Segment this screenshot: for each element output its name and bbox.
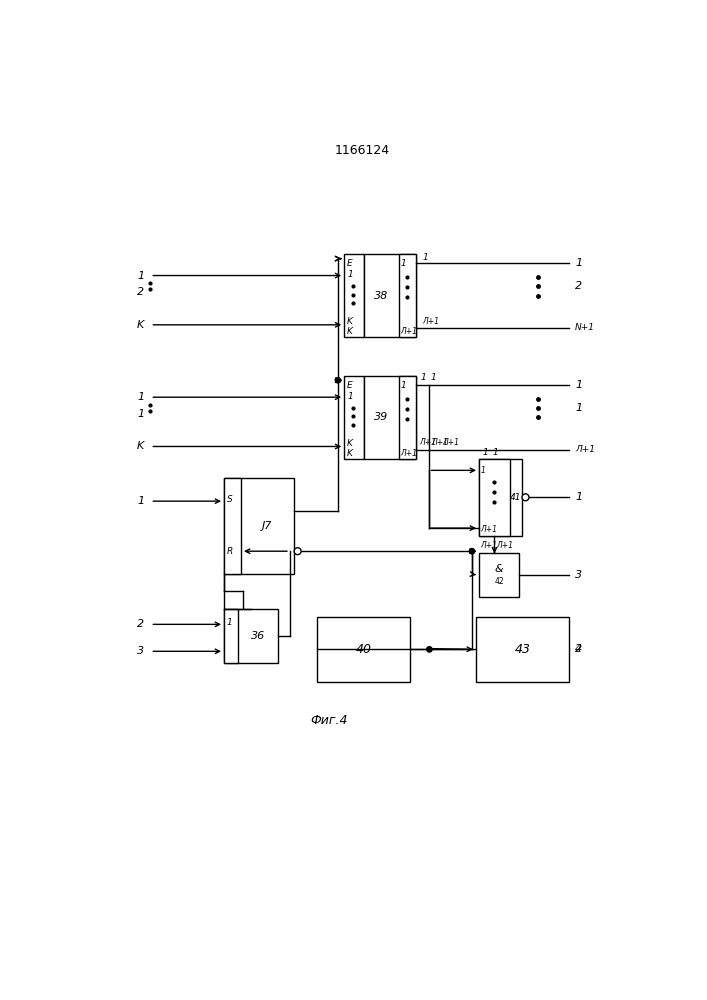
Text: 4: 4: [575, 644, 582, 654]
Circle shape: [335, 378, 341, 383]
Bar: [224, 478, 293, 574]
Text: Л+1: Л+1: [496, 541, 513, 550]
Text: 1: 1: [422, 253, 428, 262]
Text: Фиг.4: Фиг.4: [310, 714, 347, 727]
Text: K: K: [347, 327, 353, 336]
Text: 1: 1: [137, 392, 144, 402]
Text: 1: 1: [430, 373, 436, 382]
Text: 2: 2: [575, 281, 582, 291]
Text: K: K: [137, 441, 144, 451]
Bar: [317, 617, 410, 682]
Bar: [479, 459, 522, 536]
Text: K: K: [347, 317, 353, 326]
Text: K: K: [137, 320, 144, 330]
Text: 41: 41: [510, 493, 522, 502]
Text: Л+1: Л+1: [401, 327, 418, 336]
Bar: [224, 609, 238, 663]
Text: 1: 1: [421, 373, 426, 382]
Text: 1: 1: [401, 381, 407, 390]
Circle shape: [294, 548, 301, 555]
Bar: [224, 478, 241, 574]
Text: E: E: [347, 259, 353, 268]
Text: Л+1: Л+1: [419, 438, 436, 447]
Text: 1: 1: [347, 392, 353, 401]
Text: &: &: [495, 564, 503, 574]
Text: 1: 1: [226, 618, 232, 627]
Text: K: K: [347, 439, 353, 448]
Text: 2: 2: [137, 287, 144, 297]
Text: 2: 2: [137, 619, 144, 629]
Text: Л+1: Л+1: [401, 449, 418, 458]
Text: 1: 1: [137, 409, 144, 419]
Text: 1: 1: [482, 448, 488, 457]
Text: 1: 1: [575, 380, 582, 390]
Bar: [399, 254, 416, 337]
Bar: [224, 609, 279, 663]
Text: Л+1: Л+1: [431, 438, 448, 447]
Text: 1166124: 1166124: [334, 144, 390, 157]
Bar: [479, 459, 510, 536]
Text: 1: 1: [575, 403, 582, 413]
Text: S: S: [227, 495, 233, 504]
Text: 1: 1: [493, 448, 498, 457]
Bar: [476, 617, 569, 682]
Circle shape: [522, 494, 529, 501]
Text: 1: 1: [401, 259, 407, 268]
Text: 39: 39: [374, 412, 388, 422]
Text: Л+1: Л+1: [481, 525, 498, 534]
Text: N+1: N+1: [575, 323, 595, 332]
Text: 36: 36: [251, 631, 265, 641]
Text: 40: 40: [356, 643, 371, 656]
Text: 38: 38: [374, 291, 388, 301]
Text: 42: 42: [494, 577, 504, 586]
Text: R: R: [227, 547, 233, 556]
Bar: [344, 254, 363, 337]
Text: 1: 1: [575, 492, 582, 502]
Text: 1: 1: [481, 466, 486, 475]
Text: 1: 1: [137, 271, 144, 281]
Bar: [344, 376, 363, 459]
Text: Л+1: Л+1: [443, 438, 460, 447]
Text: J7: J7: [262, 521, 273, 531]
Text: 3: 3: [137, 646, 144, 656]
Text: Л+1: Л+1: [481, 541, 498, 550]
Text: K: K: [347, 449, 353, 458]
Bar: [399, 376, 416, 459]
Text: Л+1: Л+1: [422, 317, 439, 326]
Text: 1: 1: [347, 270, 353, 279]
Text: 43: 43: [515, 643, 530, 656]
Text: Л+1: Л+1: [575, 445, 595, 454]
Text: 1: 1: [137, 496, 144, 506]
Text: 3: 3: [575, 570, 582, 580]
Bar: [479, 553, 519, 597]
Text: 2: 2: [575, 644, 582, 654]
Bar: [363, 254, 416, 337]
Circle shape: [426, 647, 432, 652]
Circle shape: [469, 549, 474, 554]
Bar: [363, 376, 416, 459]
Text: E: E: [347, 381, 353, 390]
Text: 1: 1: [575, 258, 582, 268]
